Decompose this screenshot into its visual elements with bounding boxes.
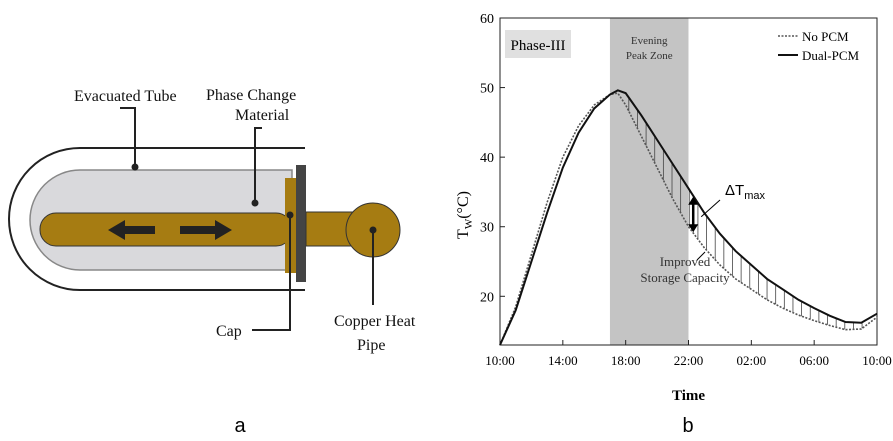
y-tick-label: 60 bbox=[480, 12, 494, 27]
label: Evacuated Tube bbox=[74, 88, 177, 105]
x-tick-label: 02:00 bbox=[737, 353, 767, 368]
cap bbox=[296, 165, 306, 282]
y-label-sub: W bbox=[463, 218, 475, 229]
legend-label: Dual-PCM bbox=[802, 48, 860, 63]
peak-zone bbox=[609, 18, 689, 345]
legend-label: No PCM bbox=[802, 29, 849, 44]
series-line bbox=[499, 92, 878, 346]
arrow-right bbox=[180, 220, 232, 240]
peak-zone-label: Peak Zone bbox=[626, 50, 673, 62]
y-tick-label: 30 bbox=[480, 221, 494, 236]
delta-label: ΔTmax bbox=[725, 182, 765, 202]
storage-label: Improved bbox=[660, 254, 711, 269]
phase-label: Phase-III bbox=[511, 38, 566, 54]
chart: Evening Peak Zone 20 30 40 50 60 10:00 14:00 18:0… bbox=[455, 12, 892, 437]
arrow-head bbox=[688, 196, 699, 233]
series-line bbox=[499, 89, 878, 346]
x-tick-label: 14:00 bbox=[548, 353, 578, 368]
x-tick-label: 06:00 bbox=[799, 353, 829, 368]
label: Material bbox=[235, 107, 290, 124]
storage-label: Storage Capacity bbox=[640, 270, 730, 285]
pointer bbox=[700, 199, 721, 218]
delta-part: ΔT bbox=[725, 182, 744, 199]
peak-zone-label: Evening bbox=[631, 35, 668, 47]
leader-dots bbox=[131, 163, 377, 234]
phase-box bbox=[505, 30, 571, 58]
y-axis-label: TW(°C) bbox=[455, 191, 475, 239]
diagram: Evacuated Tube Phase Change Material Cap… bbox=[8, 87, 416, 437]
delta-sub: max bbox=[744, 190, 765, 202]
heat-pipe bbox=[39, 212, 293, 247]
panel-label: b bbox=[682, 415, 693, 437]
x-tick-label: 22:00 bbox=[674, 353, 704, 368]
x-axis-label: Time bbox=[672, 388, 705, 404]
arrow-left bbox=[108, 220, 155, 240]
y-tick-label: 40 bbox=[480, 151, 494, 166]
label: Phase Change bbox=[206, 87, 296, 104]
y-tick-label: 20 bbox=[480, 290, 494, 305]
panel-label: a bbox=[234, 415, 246, 437]
y-label-part: T bbox=[455, 229, 472, 239]
label: Pipe bbox=[357, 337, 385, 354]
y-label-part: (°C) bbox=[455, 191, 472, 219]
x-tick-label: 10:00 bbox=[862, 353, 892, 368]
label: Cap bbox=[216, 323, 242, 340]
x-tick-label: 10:00 bbox=[485, 353, 515, 368]
pointer bbox=[696, 251, 706, 261]
y-tick-label: 50 bbox=[480, 82, 494, 97]
label: Copper Heat bbox=[334, 313, 416, 330]
x-tick-label: 18:00 bbox=[611, 353, 641, 368]
leaders bbox=[120, 107, 374, 331]
